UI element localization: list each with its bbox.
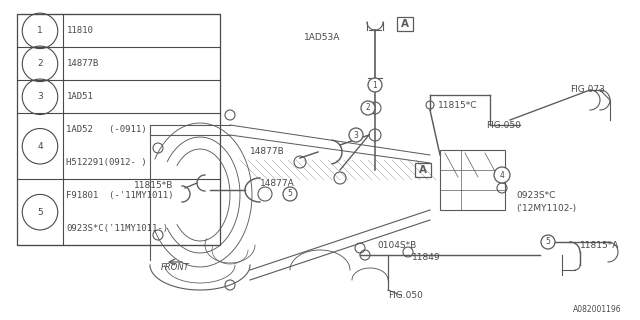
Text: 14877B: 14877B — [250, 148, 285, 156]
Text: 11815*A: 11815*A — [580, 241, 620, 250]
Text: FIG.050: FIG.050 — [388, 292, 423, 300]
Text: 11810: 11810 — [67, 26, 93, 36]
Bar — [415, 163, 431, 177]
Text: 2: 2 — [37, 59, 43, 68]
Text: 2: 2 — [365, 103, 371, 113]
Text: A082001196: A082001196 — [573, 306, 622, 315]
Text: 0923S*C: 0923S*C — [516, 191, 556, 201]
Text: 5: 5 — [287, 189, 292, 198]
Circle shape — [541, 235, 555, 249]
Text: 4: 4 — [37, 142, 43, 151]
Text: 3: 3 — [353, 131, 358, 140]
Bar — [17, 14, 220, 245]
Text: 0923S*C('11MY1011-): 0923S*C('11MY1011-) — [67, 224, 168, 233]
Text: FIG.050: FIG.050 — [486, 121, 521, 130]
Circle shape — [494, 167, 510, 183]
Text: 14877A: 14877A — [260, 179, 295, 188]
Text: H512291(0912- ): H512291(0912- ) — [67, 158, 147, 167]
Bar — [397, 17, 413, 31]
Text: FIG.073: FIG.073 — [570, 85, 605, 94]
Text: 1: 1 — [37, 26, 43, 36]
Text: 11815*B: 11815*B — [134, 181, 173, 190]
Text: 5: 5 — [37, 208, 43, 217]
Text: 0104S*B: 0104S*B — [377, 241, 416, 250]
Text: A: A — [419, 165, 427, 175]
Text: 5: 5 — [545, 237, 550, 246]
Text: A: A — [401, 19, 409, 29]
Text: 3: 3 — [37, 92, 43, 101]
Text: F91801  (-'11MY1011): F91801 (-'11MY1011) — [67, 191, 174, 200]
Circle shape — [368, 78, 382, 92]
Bar — [440, 150, 505, 210]
Text: 1AD51: 1AD51 — [67, 92, 93, 101]
Circle shape — [361, 101, 375, 115]
Text: 1AD52   (-0911): 1AD52 (-0911) — [67, 125, 147, 134]
Text: 11815*C: 11815*C — [438, 101, 477, 110]
Text: 14877B: 14877B — [67, 59, 99, 68]
Text: 11849: 11849 — [412, 253, 440, 262]
Text: ('12MY1102-): ('12MY1102-) — [516, 204, 576, 212]
Circle shape — [349, 128, 363, 142]
Text: FRONT: FRONT — [161, 263, 189, 272]
Text: 4: 4 — [500, 171, 504, 180]
Circle shape — [283, 187, 297, 201]
Text: 1AD53A: 1AD53A — [303, 34, 340, 43]
Text: 1: 1 — [372, 81, 378, 90]
